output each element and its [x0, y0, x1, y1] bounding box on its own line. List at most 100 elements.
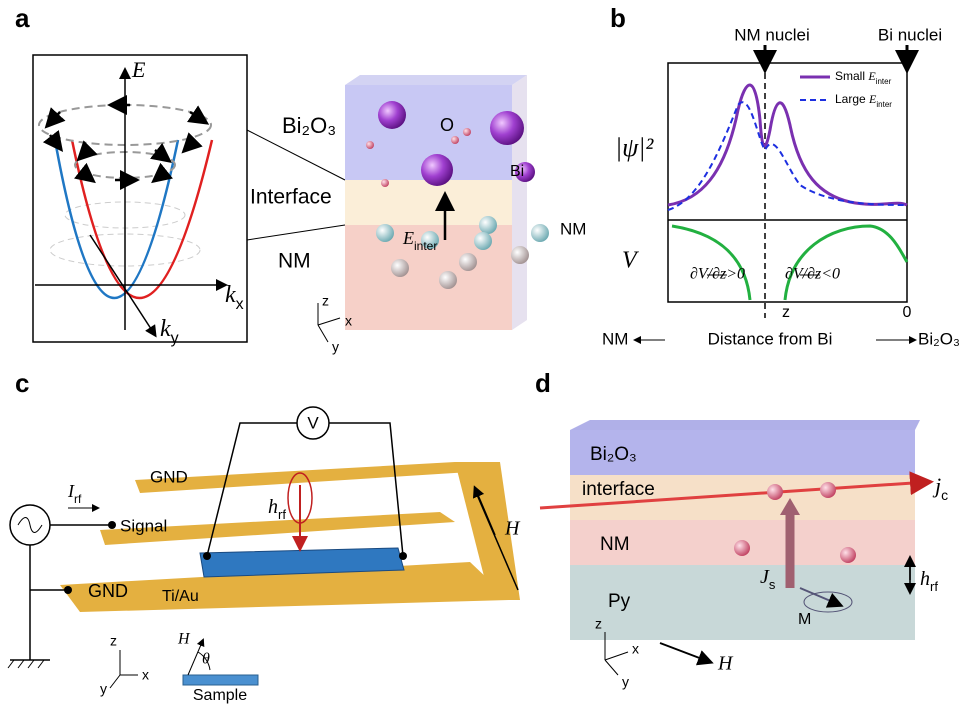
- panel-b: [635, 45, 915, 340]
- text-part: Large: [835, 92, 869, 106]
- annotation: Bi nuclei: [878, 25, 942, 44]
- contact: [399, 552, 407, 560]
- text-part: rf: [930, 579, 938, 594]
- field-label: H: [504, 518, 521, 540]
- layer-label: NM: [600, 534, 630, 555]
- electron: [734, 540, 750, 556]
- inset-label: Sample: [193, 687, 247, 704]
- ground: [8, 660, 44, 668]
- atom-label: O: [440, 115, 454, 135]
- axis-end: Bi₂O₃: [918, 329, 960, 348]
- panel-label: a: [15, 3, 30, 33]
- text-part: Small: [835, 69, 868, 83]
- text-part: x: [236, 296, 244, 313]
- strip-label: GND: [88, 581, 128, 601]
- layer-label: interface: [582, 479, 655, 500]
- band-red: [72, 140, 212, 298]
- tick-label: 0: [903, 304, 912, 321]
- axes-triad: [110, 650, 138, 688]
- nm-atom: [511, 246, 529, 264]
- text-part: k: [160, 316, 171, 342]
- spin-arrow: [155, 150, 168, 160]
- bi-atom: [421, 154, 453, 186]
- text-part: inter: [876, 100, 892, 109]
- axis-label: y: [332, 339, 339, 355]
- layer-label: NM: [560, 219, 586, 238]
- block-top: [570, 420, 920, 430]
- axis-y: [605, 660, 618, 675]
- contact: [108, 521, 116, 529]
- y-label: |ψ|²: [615, 133, 654, 162]
- panel-label: b: [610, 3, 626, 33]
- axis-end: NM: [602, 329, 628, 348]
- panel-label: c: [15, 368, 29, 398]
- field-label: hrf: [920, 568, 938, 594]
- text-part: rf: [74, 492, 82, 506]
- axis-y: [110, 675, 120, 688]
- slope-label: ∂V/∂z<0: [785, 266, 840, 283]
- band-blue: [55, 140, 178, 298]
- nm-atom: [479, 216, 497, 234]
- layer-label: Py: [608, 591, 631, 612]
- axis-y: [318, 325, 328, 342]
- layer-label: Bi₂O₃: [590, 444, 637, 465]
- text-part: E: [402, 228, 414, 248]
- zoom-line: [247, 225, 345, 240]
- legend-label: Large Einter: [835, 92, 892, 109]
- electron: [820, 482, 836, 498]
- nm-atom: [439, 271, 457, 289]
- axis-label: z: [322, 293, 329, 309]
- layer-label: Interface: [250, 186, 332, 209]
- axis-label: z: [110, 633, 117, 649]
- figure: aEkxkyBi₂O₃OBiInterfaceEinterNMNMzxybNM …: [0, 0, 973, 704]
- axis-label: z: [595, 616, 602, 632]
- text-part: h: [920, 568, 930, 590]
- axis-label: y: [622, 674, 629, 690]
- panel-c: [8, 407, 520, 688]
- strip-label: Signal: [120, 516, 167, 535]
- inset-label: H: [177, 631, 191, 648]
- meter-label: V: [307, 413, 319, 432]
- bi-atom: [378, 101, 406, 129]
- x-label: Distance from Bi: [708, 329, 833, 348]
- nm-atom: [376, 224, 394, 242]
- axis-x: [318, 318, 340, 325]
- o-atom: [366, 141, 374, 149]
- text-part: inter: [414, 239, 437, 253]
- electron: [840, 547, 856, 563]
- axis-label: y: [100, 681, 107, 697]
- annotation: NM nuclei: [734, 25, 810, 44]
- tick-label: z: [782, 304, 790, 321]
- block-top: [345, 75, 527, 85]
- nm-atom: [531, 224, 549, 242]
- o-atom: [381, 179, 389, 187]
- electron: [767, 484, 783, 500]
- o-atom: [463, 128, 471, 136]
- layer-label: Bi₂O₃: [282, 113, 336, 138]
- inset-sample: [183, 675, 258, 685]
- spin-arrow: [155, 172, 165, 180]
- text-part: rf: [278, 507, 286, 522]
- axis-x: [605, 652, 628, 660]
- contact: [203, 552, 211, 560]
- text-part: j: [932, 473, 941, 498]
- text-part: inter: [876, 77, 892, 86]
- contact: [64, 586, 72, 594]
- bi-atom: [490, 111, 524, 145]
- magnet-label: M: [798, 611, 811, 628]
- text-part: h: [268, 496, 278, 518]
- potential-left: [672, 226, 750, 300]
- axis-label: x: [632, 641, 639, 657]
- text-part: k: [225, 282, 236, 308]
- field-label: hrf: [268, 496, 286, 522]
- text-part: y: [171, 330, 179, 347]
- o-atom: [451, 136, 459, 144]
- slope-label: ∂V/∂z>0: [690, 266, 745, 283]
- nm-atom: [459, 253, 477, 271]
- text-part: c: [941, 487, 948, 503]
- text-part: s: [769, 577, 776, 592]
- atom-label: Bi: [510, 163, 524, 180]
- current-label: jc: [932, 473, 948, 503]
- inset-label: θ: [202, 651, 210, 668]
- field-label: H: [717, 653, 734, 675]
